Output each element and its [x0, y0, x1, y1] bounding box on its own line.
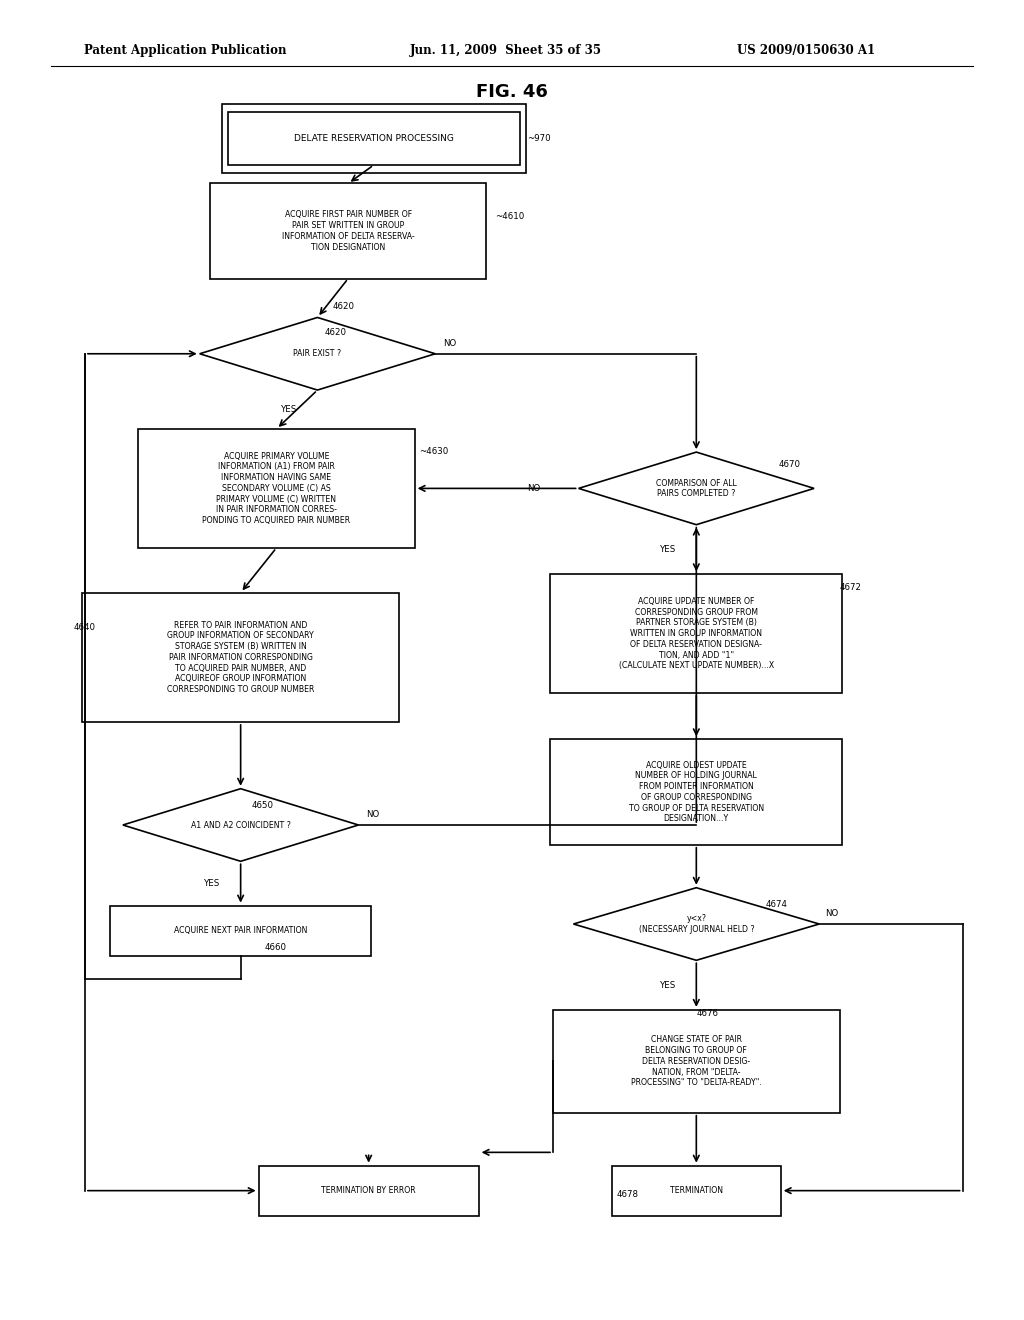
Text: ~4610: ~4610 [495, 213, 524, 220]
Text: YES: YES [659, 545, 676, 554]
Text: 4674: 4674 [766, 900, 787, 908]
Text: 4660: 4660 [264, 944, 286, 952]
Polygon shape [579, 451, 814, 524]
Polygon shape [200, 318, 435, 391]
Text: 4650: 4650 [252, 801, 273, 809]
FancyBboxPatch shape [221, 104, 526, 173]
Text: NO: NO [527, 484, 541, 492]
FancyBboxPatch shape [551, 739, 842, 845]
Text: 4678: 4678 [616, 1191, 638, 1199]
Text: 4672: 4672 [840, 583, 861, 591]
Text: NO: NO [443, 339, 457, 347]
Text: ACQUIRE OLDEST UPDATE
NUMBER OF HOLDING JOURNAL
FROM POINTER INFORMATION
OF GROU: ACQUIRE OLDEST UPDATE NUMBER OF HOLDING … [629, 760, 764, 824]
Text: 4620: 4620 [333, 302, 354, 312]
Text: NO: NO [825, 909, 839, 917]
Text: PAIR EXIST ?: PAIR EXIST ? [294, 350, 341, 358]
Text: ACQUIRE PRIMARY VOLUME
INFORMATION (A1) FROM PAIR
INFORMATION HAVING SAME
SECOND: ACQUIRE PRIMARY VOLUME INFORMATION (A1) … [203, 451, 350, 525]
Text: DELATE RESERVATION PROCESSING: DELATE RESERVATION PROCESSING [294, 135, 454, 143]
Text: ACQUIRE FIRST PAIR NUMBER OF
PAIR SET WRITTEN IN GROUP
INFORMATION OF DELTA RESE: ACQUIRE FIRST PAIR NUMBER OF PAIR SET WR… [282, 210, 415, 252]
Text: 4670: 4670 [778, 461, 800, 469]
Text: 4676: 4676 [696, 1010, 718, 1018]
Text: US 2009/0150630 A1: US 2009/0150630 A1 [737, 44, 876, 57]
Polygon shape [573, 887, 819, 961]
Text: YES: YES [659, 981, 676, 990]
Text: YES: YES [281, 405, 297, 414]
FancyBboxPatch shape [227, 112, 519, 165]
Text: A1 AND A2 COINCIDENT ?: A1 AND A2 COINCIDENT ? [190, 821, 291, 829]
FancyBboxPatch shape [612, 1166, 781, 1216]
Text: ~970: ~970 [527, 135, 551, 143]
Text: TERMINATION: TERMINATION [670, 1187, 723, 1195]
FancyBboxPatch shape [138, 429, 415, 548]
Text: Jun. 11, 2009  Sheet 35 of 35: Jun. 11, 2009 Sheet 35 of 35 [410, 44, 602, 57]
FancyBboxPatch shape [82, 593, 399, 722]
FancyBboxPatch shape [553, 1010, 840, 1113]
Text: 4640: 4640 [74, 623, 95, 631]
Text: REFER TO PAIR INFORMATION AND
GROUP INFORMATION OF SECONDARY
STORAGE SYSTEM (B) : REFER TO PAIR INFORMATION AND GROUP INFO… [167, 620, 314, 694]
Text: YES: YES [204, 879, 220, 888]
Text: CHANGE STATE OF PAIR
BELONGING TO GROUP OF
DELTA RESERVATION DESIG-
NATION, FROM: CHANGE STATE OF PAIR BELONGING TO GROUP … [631, 1035, 762, 1088]
FancyBboxPatch shape [210, 183, 486, 279]
Text: 4620: 4620 [325, 329, 346, 337]
Text: ACQUIRE UPDATE NUMBER OF
CORRESPONDING GROUP FROM
PARTNER STORAGE SYSTEM (B)
WRI: ACQUIRE UPDATE NUMBER OF CORRESPONDING G… [618, 597, 774, 671]
Polygon shape [123, 788, 358, 862]
Text: COMPARISON OF ALL
PAIRS COMPLETED ?: COMPARISON OF ALL PAIRS COMPLETED ? [656, 479, 736, 498]
Text: NO: NO [367, 810, 380, 818]
Text: TERMINATION BY ERROR: TERMINATION BY ERROR [322, 1187, 416, 1195]
Text: FIG. 46: FIG. 46 [476, 83, 548, 102]
Text: Patent Application Publication: Patent Application Publication [84, 44, 287, 57]
FancyBboxPatch shape [551, 574, 842, 693]
FancyBboxPatch shape [110, 906, 371, 956]
Text: ACQUIRE NEXT PAIR INFORMATION: ACQUIRE NEXT PAIR INFORMATION [174, 927, 307, 935]
Text: ~4630: ~4630 [419, 447, 449, 455]
FancyBboxPatch shape [258, 1166, 479, 1216]
Text: y<x?
(NECESSARY JOURNAL HELD ?: y<x? (NECESSARY JOURNAL HELD ? [639, 915, 754, 933]
